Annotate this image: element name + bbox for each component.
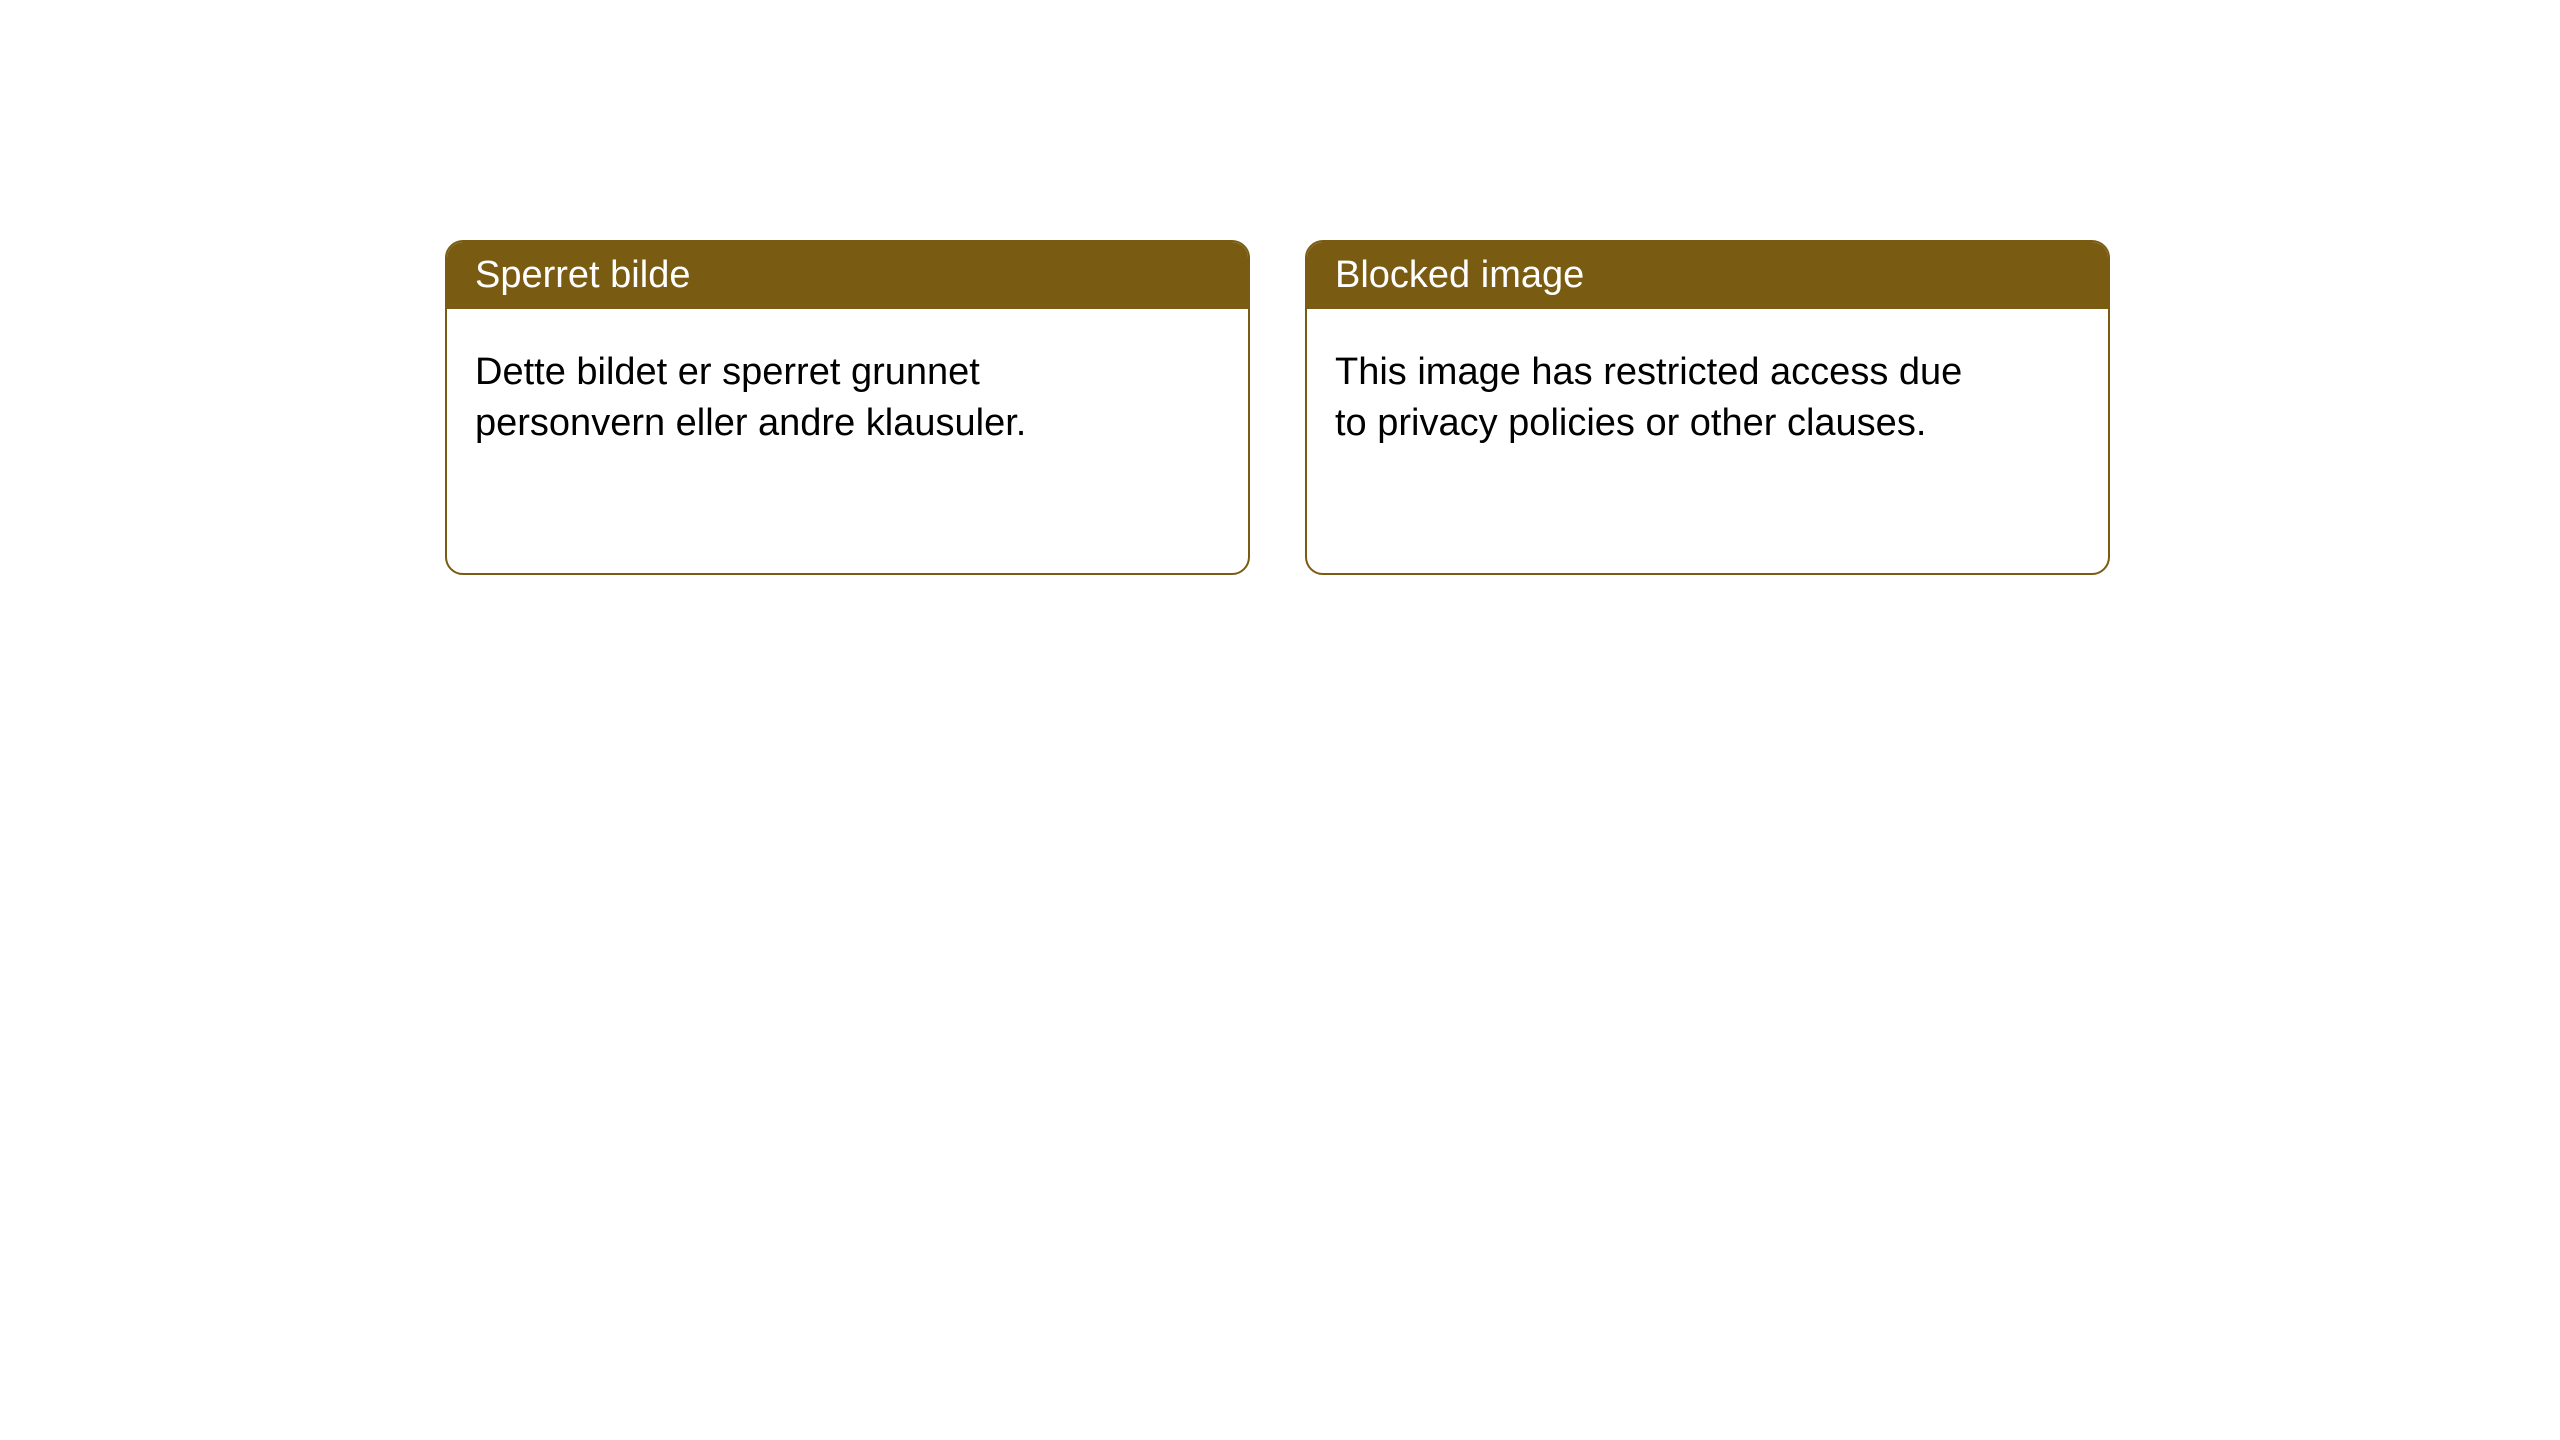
blocked-image-card-en: Blocked image This image has restricted …	[1305, 240, 2110, 575]
card-body-en: This image has restricted access due to …	[1307, 309, 2027, 488]
card-title-en: Blocked image	[1307, 242, 2108, 309]
cards-container: Sperret bilde Dette bildet er sperret gr…	[0, 0, 2560, 575]
blocked-image-card-no: Sperret bilde Dette bildet er sperret gr…	[445, 240, 1250, 575]
card-title-no: Sperret bilde	[447, 242, 1248, 309]
card-body-no: Dette bildet er sperret grunnet personve…	[447, 309, 1167, 488]
